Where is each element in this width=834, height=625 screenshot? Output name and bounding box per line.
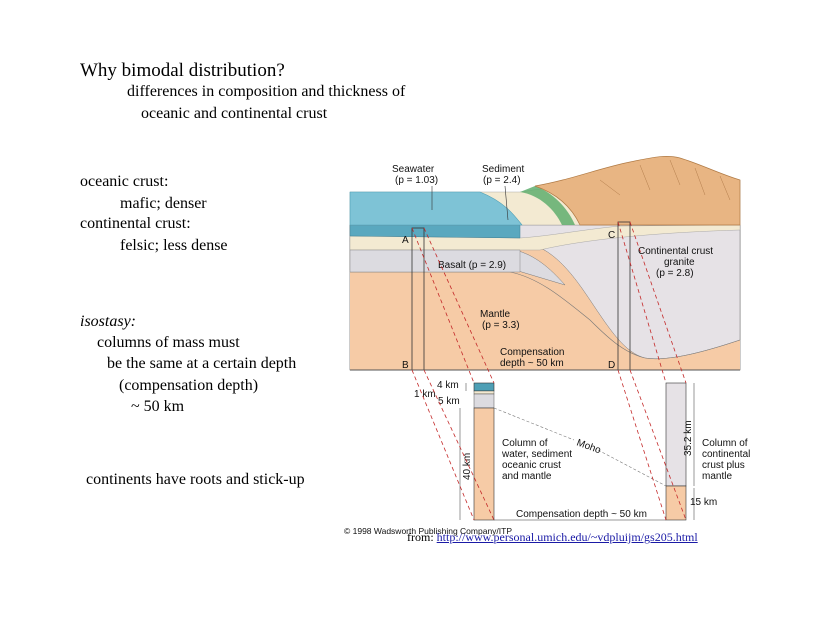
continental-column-caption-1: Column of <box>702 438 748 449</box>
sediment-label: Sediment <box>482 164 524 175</box>
oceanic-crust-label: oceanic crust: <box>80 173 169 190</box>
mantle-label: Mantle <box>480 309 510 320</box>
continental-crust-label: continental crust: <box>80 215 191 232</box>
seawater-front <box>349 224 521 239</box>
coast-vegetation <box>520 186 575 225</box>
point-d-label: D <box>608 360 615 371</box>
label-4km: 4 km <box>437 380 459 391</box>
oceanic-column <box>473 382 495 521</box>
compensation-label: Compensation <box>500 347 564 358</box>
moho-label: Moho <box>575 437 603 456</box>
continental-column-caption-4: mantle <box>702 471 732 482</box>
oceanic-crust-desc: mafic; denser <box>120 195 207 212</box>
compensation-depth-label: depth ~ 50 km <box>500 358 564 369</box>
sediment-density: (p = 2.4) <box>483 175 521 186</box>
seawater-density: (p = 1.03) <box>395 175 438 186</box>
point-a-label: A <box>402 235 409 246</box>
label-15km: 15 km <box>690 497 717 508</box>
copyright-notice: © 1998 Wadsworth Publishing Company/ITP <box>344 526 512 536</box>
continental-column-caption-2: continental <box>702 449 750 460</box>
point-b-label: B <box>402 360 409 371</box>
source-citation: from: http://www.personal.umich.edu/~vdp… <box>407 530 698 545</box>
point-c-label: C <box>608 230 615 241</box>
source-prefix: from: <box>407 530 434 544</box>
oceanic-column-caption-4: and mantle <box>502 471 552 482</box>
isostasy-line-2: be the same at a certain depth <box>107 355 297 372</box>
subtitle-line-2: oceanic and continental crust <box>141 105 328 122</box>
roots-statement: continents have roots and stick-up <box>86 471 305 488</box>
granite-density: (p = 2.8) <box>656 268 694 279</box>
mountain-range <box>534 156 741 226</box>
source-link[interactable]: http://www.personal.umich.edu/~vdpluijm/… <box>436 530 698 544</box>
basalt-label: Basalt (p = 2.9) <box>438 260 506 271</box>
label-1km: 1 km <box>414 389 436 400</box>
isostasy-diagram: Seawater (p = 1.03) Sediment (p = 2.4) A… <box>344 156 750 536</box>
label-5km: 5 km <box>438 396 460 407</box>
block-front-face <box>349 224 741 371</box>
slide-title: Why bimodal distribution? <box>80 60 285 81</box>
label-35km: 35.2 km <box>683 420 694 456</box>
seawater-label: Seawater <box>392 164 435 175</box>
oceanic-column-caption-2: water, sediment <box>501 449 572 460</box>
seawater-top <box>349 191 523 226</box>
oceanic-column-caption-3: oceanic crust <box>502 460 561 471</box>
continental-crust-diagram-label: Continental crust <box>638 246 713 257</box>
isostasy-line-3: (compensation depth) <box>119 377 259 394</box>
continental-crust-desc: felsic; less dense <box>120 237 228 254</box>
continental-column-caption-3: crust plus <box>702 460 745 471</box>
isostasy-line-4: ~ 50 km <box>131 398 185 415</box>
sediment-layer <box>349 224 741 251</box>
isostasy-term: isostasy: <box>80 313 136 330</box>
isostasy-line-1: columns of mass must <box>97 334 240 351</box>
label-40km: 40 km <box>462 453 473 480</box>
guide-lines <box>411 221 687 521</box>
compensation-depth-bottom-label: Compensation depth ~ 50 km <box>516 509 647 520</box>
block-top-surface <box>349 156 741 226</box>
continental-column <box>665 382 687 521</box>
mantle-density: (p = 3.3) <box>482 320 520 331</box>
granite-label: granite <box>664 257 695 268</box>
oceanic-column-caption-1: Column of <box>502 438 548 449</box>
subtitle-line-1: differences in composition and thickness… <box>127 83 406 100</box>
